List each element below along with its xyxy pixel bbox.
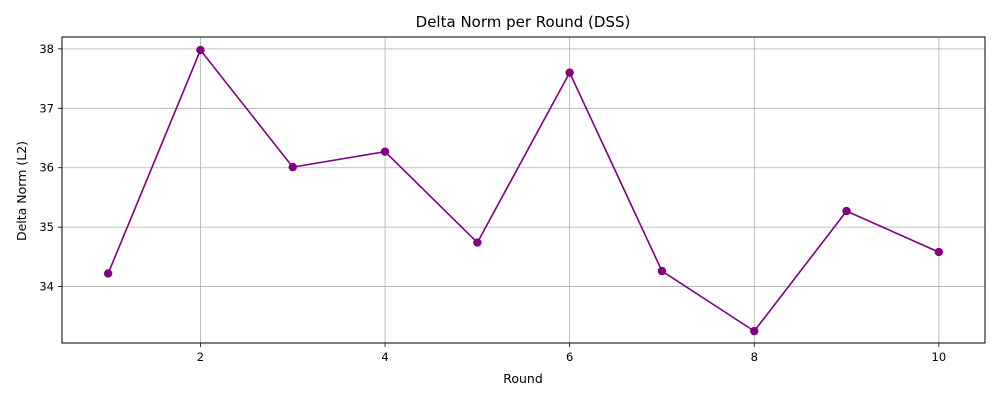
x-tick-label: 8 (751, 350, 758, 364)
data-point-round-4 (380, 147, 390, 156)
series-layer (103, 45, 944, 336)
data-point-round-9 (842, 206, 851, 216)
x-tick-label: 2 (197, 350, 204, 364)
y-tick-label: 36 (39, 161, 54, 175)
data-point-round-10 (934, 247, 944, 257)
data-point-round-7 (657, 266, 667, 276)
data-point-round-2 (196, 45, 205, 55)
data-point-round-6 (565, 68, 574, 77)
y-axis-label: Delta Norm (L2) (14, 141, 29, 241)
ticks: 2 4 6 8 10 34 35 36 37 38 (39, 42, 946, 364)
data-point-round-3 (288, 162, 297, 172)
x-axis-label: Round (503, 371, 543, 386)
plot-frame (61, 36, 986, 344)
chart-title: Delta Norm per Round (DSS) (416, 13, 631, 31)
x-tick-label: 10 (932, 350, 947, 364)
grid (62, 37, 985, 343)
y-tick-label: 38 (39, 42, 54, 56)
y-tick-label: 35 (39, 220, 54, 234)
y-tick-label: 37 (39, 101, 54, 115)
data-point-round-8 (750, 326, 759, 336)
series-line (107, 49, 940, 332)
data-point-round-1 (103, 269, 113, 278)
x-tick-label: 4 (381, 350, 388, 364)
data-point-round-5 (473, 238, 482, 247)
y-tick-label: 34 (39, 280, 54, 294)
x-tick-label: 6 (566, 350, 573, 364)
